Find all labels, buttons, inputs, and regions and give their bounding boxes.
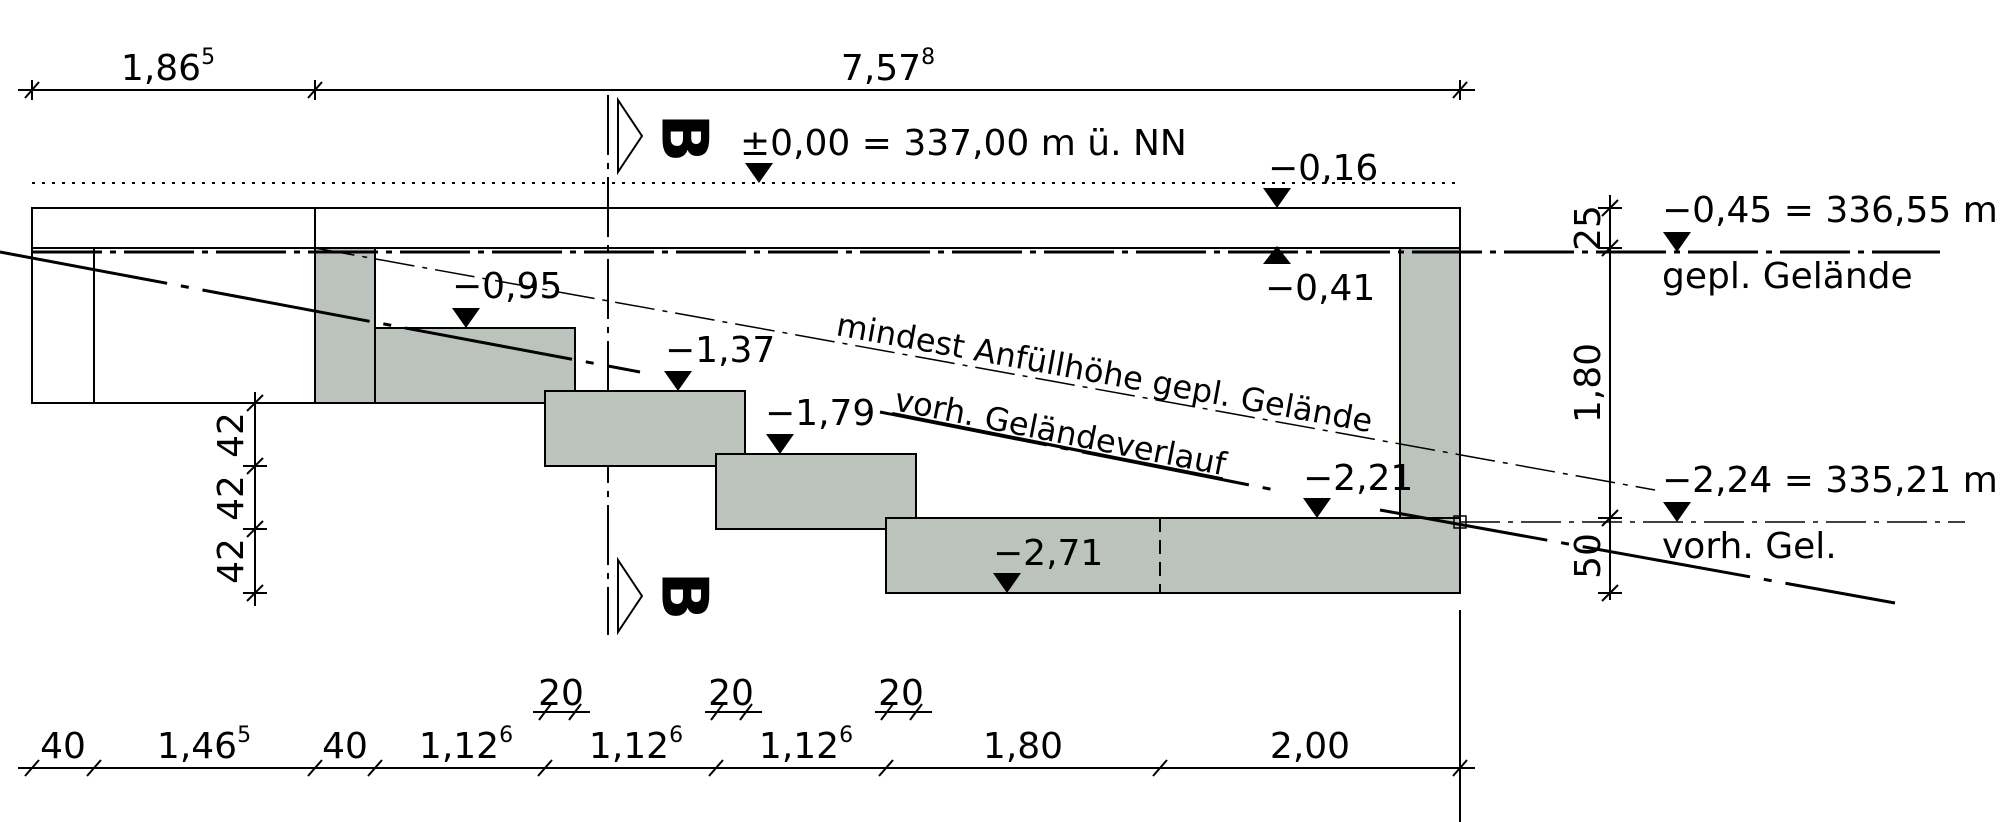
- step-dim-3: 20: [878, 673, 924, 714]
- right-vertical-dimension: 25 1,80 50: [1568, 195, 1622, 602]
- planned-level-text: −0,45 = 336,55 m ü. NN: [1662, 190, 2005, 231]
- level-triangle-016: [1263, 188, 1291, 208]
- min-fill-line: [314, 247, 1656, 491]
- left-dim-b: 42: [211, 475, 252, 521]
- left-dim-c: 42: [211, 538, 252, 584]
- existing-level-text: −2,24 = 335,21 m ü. NN: [1662, 460, 2005, 501]
- step-3: [715, 453, 917, 530]
- left-dim-a: 42: [211, 412, 252, 458]
- section-line-b: B B: [607, 95, 720, 636]
- level-triangle-271: [993, 573, 1021, 593]
- bottom-dim-2: 1,465: [157, 723, 251, 767]
- concrete-foundation: [314, 247, 1461, 594]
- level-271: −2,71: [993, 533, 1103, 574]
- level-triangle-179: [766, 434, 794, 454]
- planned-level-label: gepl. Gelände: [1662, 256, 1913, 297]
- right-wall: [1399, 247, 1461, 519]
- level-016: −0,16: [1268, 148, 1378, 189]
- top-dimension-chain: 1,865 7,578: [18, 45, 1475, 100]
- bottom-dim-5: 1,126: [589, 723, 683, 767]
- level-095: −0,95: [452, 266, 562, 307]
- step-2: [544, 390, 746, 467]
- level-179: −1,79: [765, 393, 875, 434]
- datum-text: ±0,00 = 337,00 m ü. NN: [740, 123, 1187, 164]
- bottom-dim-3: 40: [322, 726, 368, 767]
- upper-slab-outline: [31, 207, 1461, 404]
- step-offset-dims: 20 20 20: [533, 673, 932, 721]
- level-markers: −0,16 −0,41 −0,95 −1,37 −1,79 −2,21 −2,7…: [452, 148, 1691, 593]
- level-triangle-045: [1663, 232, 1691, 252]
- bottom-dim-4: 1,126: [419, 723, 513, 767]
- level-221: −2,21: [1303, 458, 1413, 499]
- left-vertical-dimension: 42 42 42: [211, 392, 267, 606]
- step-dim-1: 20: [538, 673, 584, 714]
- bottom-dim-1: 40: [40, 726, 86, 767]
- level-137: −1,37: [665, 330, 775, 371]
- right-dim-50: 50: [1568, 533, 1609, 579]
- existing-level-label: vorh. Gel.: [1662, 526, 1837, 567]
- existing-terrain-line: [0, 250, 641, 374]
- right-annotations: −0,45 = 336,55 m ü. NN gepl. Gelände −2,…: [1662, 190, 2005, 567]
- level-triangle-221: [1303, 498, 1331, 518]
- right-dim-180: 1,80: [1568, 343, 1609, 423]
- bottom-dim-7: 1,80: [983, 726, 1063, 767]
- bottom-dim-6: 1,126: [759, 723, 853, 767]
- bottom-dimension-chain: 40 1,465 40 1,126 1,126 1,126 1,80 2,00: [18, 723, 1475, 777]
- level-triangle-041: [1263, 246, 1291, 264]
- base-slab: [885, 517, 1461, 594]
- level-triangle-224: [1663, 502, 1691, 522]
- section-label-bottom: B: [646, 572, 720, 621]
- section-label-top: B: [646, 114, 720, 163]
- bottom-dim-8: 2,00: [1270, 726, 1350, 767]
- top-dim-1: 1,865: [121, 45, 215, 89]
- level-triangle-095: [452, 308, 480, 328]
- left-wall: [314, 247, 376, 404]
- level-triangle-137: [664, 371, 692, 391]
- level-triangle-datum: [745, 163, 773, 183]
- right-dim-25: 25: [1568, 205, 1609, 251]
- level-041: −0,41: [1265, 268, 1375, 309]
- step-dim-2: 20: [708, 673, 754, 714]
- top-dim-2: 7,578: [841, 45, 935, 89]
